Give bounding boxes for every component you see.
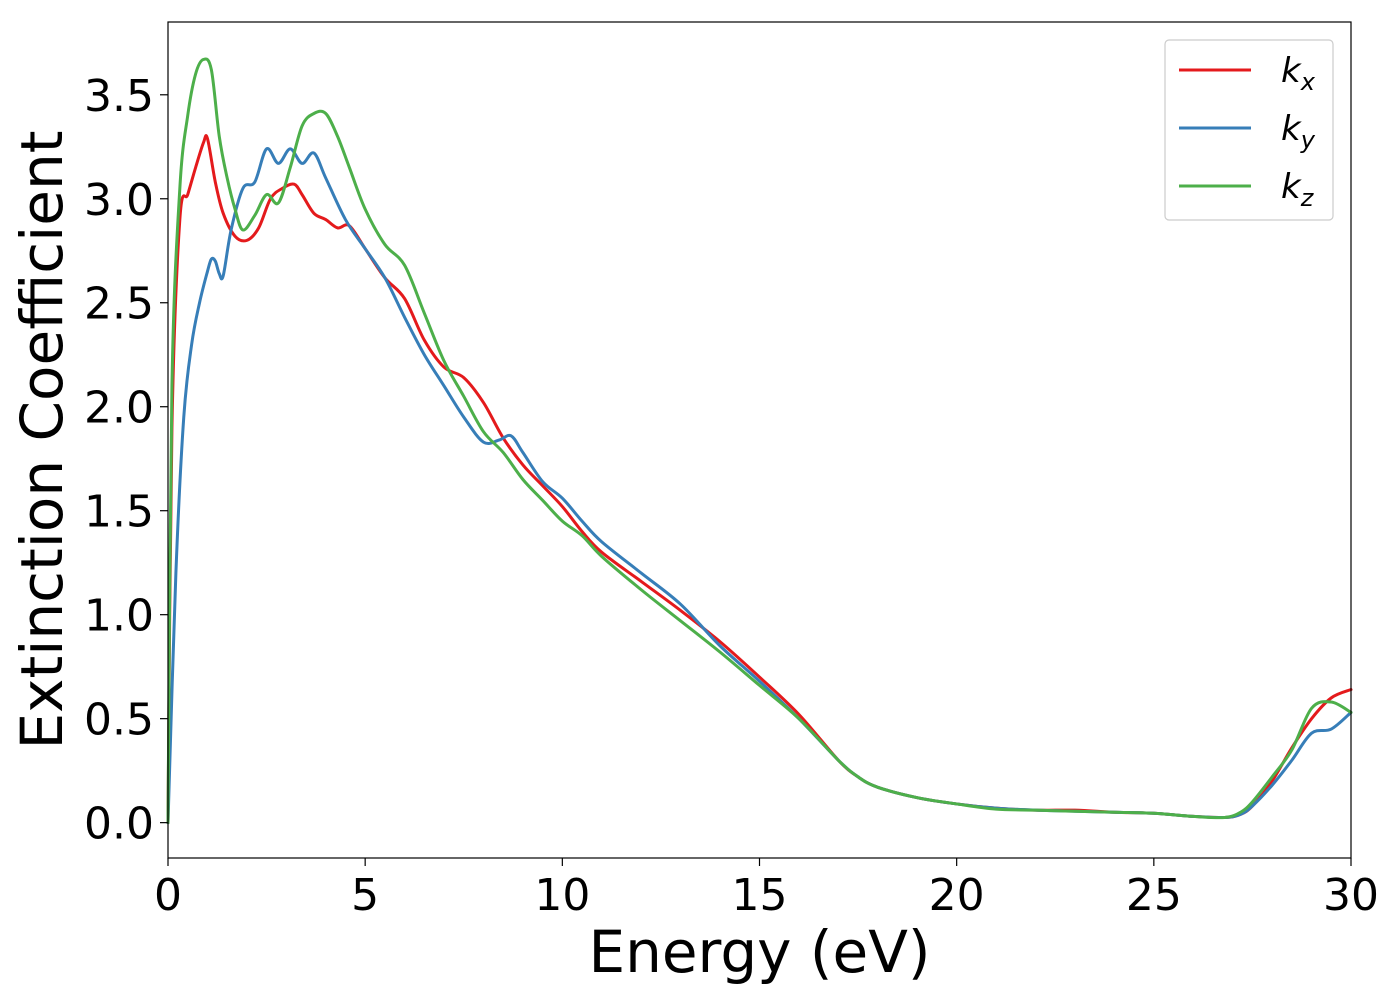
y-axis: 0.0 0.5 1.0 1.5 2.0 2.5 3.0 3.5 — [84, 71, 168, 850]
y-tick-label: 2.5 — [84, 279, 154, 330]
legend-label-x: kx — [1281, 51, 1316, 96]
legend-box — [1164, 39, 1334, 221]
x-tick-label: 25 — [1126, 870, 1182, 921]
y-tick-label: 2.0 — [84, 383, 154, 434]
y-tick-label: 1.0 — [84, 591, 154, 642]
plot-lines — [166, 57, 1353, 825]
y-tick-label: 1.5 — [84, 487, 154, 538]
y-tick-label: 0.0 — [84, 799, 154, 850]
y-tick-label: 3.5 — [84, 71, 154, 122]
y-tick-label: 3.0 — [84, 175, 154, 226]
series-line-z — [166, 57, 1353, 825]
x-axis: 0 5 10 15 20 25 30 — [154, 858, 1379, 921]
y-tick-label: 0.5 — [84, 695, 154, 746]
x-tick-label: 20 — [929, 870, 985, 921]
legend-label-y: ky — [1281, 109, 1316, 154]
x-tick-label: 10 — [534, 870, 590, 921]
legend: kx ky kz — [1164, 39, 1334, 221]
y-axis-label: Extinction Coefficient — [8, 131, 76, 750]
x-tick-label: 0 — [154, 870, 182, 921]
x-tick-label: 30 — [1323, 870, 1379, 921]
x-axis-label: Energy (eV) — [588, 918, 930, 986]
legend-label-z: kz — [1281, 167, 1315, 212]
x-tick-label: 5 — [351, 870, 379, 921]
x-tick-label: 15 — [732, 870, 788, 921]
